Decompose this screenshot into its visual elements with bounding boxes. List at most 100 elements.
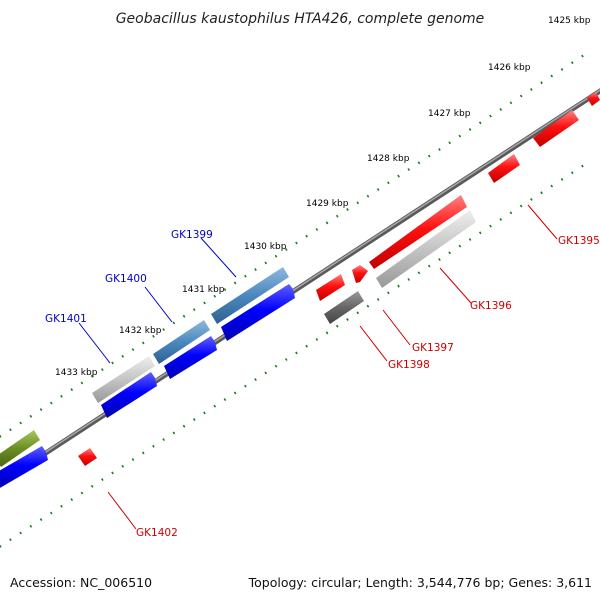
gene-arrow-gk1402[interactable]: [78, 448, 97, 466]
inner-tick-track: [0, 164, 584, 548]
scale-tick: [325, 221, 329, 225]
gene-label-gk1401[interactable]: GK1401: [45, 313, 87, 325]
scale-tick: [162, 328, 165, 332]
scale-tick: [530, 197, 533, 201]
scale-tick: [111, 361, 114, 365]
scale-tick: [356, 201, 360, 205]
gene-arrow-gk1399[interactable]: [221, 284, 295, 341]
scale-tick: [438, 258, 441, 261]
scale-tick: [172, 431, 176, 435]
scale-tick: [152, 334, 155, 338]
scale-tick: [356, 311, 360, 315]
scale-tick: [182, 314, 186, 318]
scale-tick: [335, 214, 339, 218]
scale-tick: [478, 121, 482, 125]
scale-tick: [274, 254, 278, 258]
scale-tick: [49, 401, 53, 405]
scale-tick: [550, 184, 554, 188]
gene-feature-gk1399[interactable]: [211, 267, 289, 324]
scale-tick: [346, 208, 349, 211]
scale-tick: [233, 281, 237, 285]
scale-tick: [560, 177, 564, 181]
gene-arrow-gk1395-a[interactable]: [533, 110, 579, 147]
leader-gk1398: [359, 325, 388, 362]
gene-arrow-edge[interactable]: [587, 92, 600, 106]
scale-tick: [19, 421, 22, 425]
gene-label-gk1397[interactable]: GK1397: [412, 342, 454, 354]
kbp-label: 1425 kbp: [548, 16, 591, 26]
genome-backbone: [0, 88, 600, 486]
scale-tick: [325, 331, 329, 335]
scale-tick: [489, 224, 492, 228]
scale-tick: [540, 191, 543, 195]
scale-tick: [203, 411, 206, 415]
scale-tick: [80, 381, 84, 385]
scale-tick: [0, 544, 2, 548]
scale-tick: [213, 294, 217, 298]
scale-tick: [121, 354, 125, 358]
gene-arrow-left[interactable]: [0, 446, 48, 489]
kbp-label: 1428 kbp: [367, 154, 410, 164]
scale-tick: [581, 164, 584, 168]
scale-tick: [284, 358, 288, 361]
scale-tick: [417, 271, 421, 275]
scale-tick: [264, 261, 268, 265]
scale-tick: [407, 278, 411, 281]
gene-feature-gk1398[interactable]: [324, 291, 364, 324]
scale-tick: [254, 378, 257, 382]
scale-tick: [407, 168, 411, 171]
gene-label-gk1398[interactable]: GK1398: [388, 359, 430, 371]
scale-tick: [172, 321, 176, 325]
gene-feature-olive[interactable]: [0, 430, 40, 467]
scale-tick: [90, 484, 94, 488]
leader-gk1400: [144, 286, 173, 323]
scale-tick: [448, 251, 451, 255]
scale-tick: [478, 231, 482, 235]
scale-tick: [417, 161, 421, 165]
scale-tick: [366, 304, 370, 308]
scale-tick: [540, 81, 543, 85]
gene-arrow-small[interactable]: [352, 265, 368, 283]
scale-tick: [499, 107, 503, 111]
scale-tick: [346, 318, 349, 321]
scale-tick: [101, 368, 104, 372]
scale-tick: [397, 284, 400, 288]
gene-arrow-gk1395-b[interactable]: [488, 154, 520, 183]
scale-tick: [192, 308, 196, 312]
scale-tick: [448, 141, 451, 145]
scale-tick: [101, 478, 104, 482]
gene-label-gk1396[interactable]: GK1396: [470, 300, 512, 312]
scale-tick: [244, 384, 247, 388]
gene-label-gk1395[interactable]: GK1395: [558, 235, 600, 247]
scale-tick: [131, 458, 135, 462]
scale-tick: [70, 388, 74, 392]
scale-tick: [438, 148, 441, 151]
kbp-label: 1431 kbp: [182, 285, 225, 295]
scale-tick: [60, 394, 63, 398]
scale-tick: [315, 338, 319, 341]
gene-arrow-gk1400[interactable]: [164, 336, 217, 379]
scale-tick: [397, 174, 400, 178]
scale-tick: [335, 324, 339, 328]
kbp-label: 1427 kbp: [428, 109, 471, 119]
gene-arrow-gk1396-upper[interactable]: [369, 195, 467, 269]
scale-tick: [213, 404, 217, 408]
scale-tick: [458, 244, 462, 248]
gene-label-gk1399[interactable]: GK1399: [171, 229, 213, 241]
gene-arrow-gk1401[interactable]: [101, 372, 157, 418]
gene-label-gk1402[interactable]: GK1402: [136, 527, 178, 539]
scale-tick: [60, 504, 63, 508]
scale-tick: [427, 154, 431, 158]
gene-feature-gray[interactable]: [92, 356, 155, 403]
scale-tick: [131, 348, 135, 352]
scale-tick: [427, 264, 431, 268]
leader-gk1401: [78, 322, 111, 364]
scale-tick: [29, 524, 33, 528]
gene-feature-gk1396[interactable]: [376, 210, 476, 288]
gene-arrow-gk1397[interactable]: [316, 274, 345, 301]
scale-tick: [39, 518, 43, 522]
gene-label-gk1400[interactable]: GK1400: [105, 273, 147, 285]
leader-gk1402: [107, 491, 137, 530]
scale-tick: [274, 364, 278, 368]
gene-feature-gk1400[interactable]: [153, 320, 210, 364]
